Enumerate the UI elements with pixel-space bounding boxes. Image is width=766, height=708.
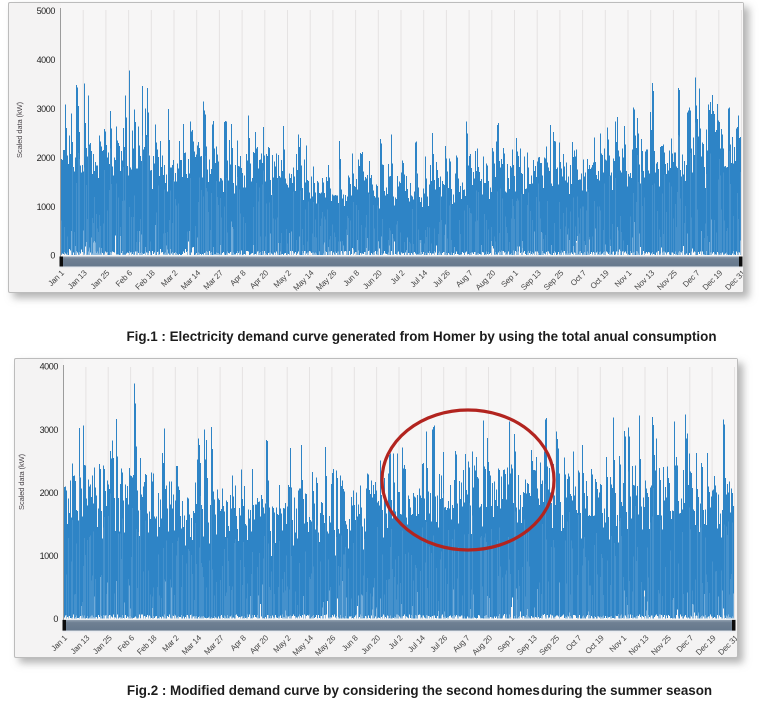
svg-text:1000: 1000 <box>40 551 59 561</box>
svg-text:Jul 2: Jul 2 <box>389 268 407 286</box>
svg-text:Aug 20: Aug 20 <box>470 633 494 657</box>
svg-text:Nov 25: Nov 25 <box>649 633 673 657</box>
svg-text:Apr 8: Apr 8 <box>228 268 248 288</box>
svg-text:Sep 13: Sep 13 <box>515 633 539 657</box>
svg-text:2000: 2000 <box>37 153 56 163</box>
svg-text:Feb 18: Feb 18 <box>135 633 159 657</box>
svg-text:Sep 1: Sep 1 <box>496 633 517 654</box>
svg-text:Dec 7: Dec 7 <box>675 633 696 654</box>
svg-text:Aug 7: Aug 7 <box>454 268 475 289</box>
svg-text:Oct 19: Oct 19 <box>584 633 607 656</box>
svg-text:Sep 25: Sep 25 <box>538 633 562 657</box>
svg-text:Mar 2: Mar 2 <box>161 633 182 654</box>
svg-text:Jul 2: Jul 2 <box>387 633 405 651</box>
svg-text:Mar 27: Mar 27 <box>202 633 226 657</box>
svg-text:Nov 25: Nov 25 <box>655 268 679 292</box>
svg-text:May 26: May 26 <box>313 633 338 657</box>
svg-text:5000: 5000 <box>37 6 56 16</box>
svg-text:Jul 26: Jul 26 <box>428 633 449 654</box>
svg-text:Aug 7: Aug 7 <box>451 633 472 654</box>
svg-text:3000: 3000 <box>40 425 59 435</box>
svg-text:Feb 6: Feb 6 <box>114 268 135 289</box>
svg-text:Jan 1: Jan 1 <box>49 633 69 653</box>
svg-text:Dec 31: Dec 31 <box>716 633 737 657</box>
svg-text:Nov 1: Nov 1 <box>608 633 629 654</box>
svg-text:Sep 13: Sep 13 <box>519 268 543 292</box>
svg-text:Oct 19: Oct 19 <box>589 268 612 291</box>
svg-text:Jan 25: Jan 25 <box>89 268 112 291</box>
svg-text:Jan 13: Jan 13 <box>69 633 92 656</box>
svg-text:Jun 8: Jun 8 <box>342 268 362 288</box>
svg-text:Mar 14: Mar 14 <box>180 633 204 657</box>
svg-text:Jun 20: Jun 20 <box>361 268 384 291</box>
svg-text:Jun 20: Jun 20 <box>360 633 383 656</box>
svg-text:Dec 19: Dec 19 <box>701 268 725 292</box>
svg-text:Jan 25: Jan 25 <box>91 633 114 656</box>
svg-text:May 2: May 2 <box>272 268 294 290</box>
svg-text:Mar 14: Mar 14 <box>179 268 203 292</box>
svg-text:Nov 13: Nov 13 <box>633 268 657 292</box>
svg-text:Scaled data (kW): Scaled data (kW) <box>17 453 26 510</box>
svg-text:Jul 26: Jul 26 <box>431 268 452 289</box>
svg-text:Sep 25: Sep 25 <box>542 268 566 292</box>
svg-text:Aug 20: Aug 20 <box>474 268 498 292</box>
svg-text:3000: 3000 <box>37 104 56 114</box>
svg-text:Nov 1: Nov 1 <box>613 268 634 289</box>
svg-text:Jan 1: Jan 1 <box>46 268 66 288</box>
svg-text:Apr 20: Apr 20 <box>248 268 271 291</box>
svg-text:Feb 6: Feb 6 <box>116 633 137 654</box>
svg-text:0: 0 <box>50 251 55 261</box>
svg-text:Apr 20: Apr 20 <box>248 633 271 656</box>
svg-text:Oct 7: Oct 7 <box>564 633 584 653</box>
svg-text:Jul 14: Jul 14 <box>408 268 429 289</box>
svg-text:Dec 19: Dec 19 <box>694 633 718 657</box>
svg-text:Scaled data (kW): Scaled data (kW) <box>15 101 24 158</box>
svg-text:Mar 2: Mar 2 <box>159 268 180 289</box>
svg-text:Oct 7: Oct 7 <box>569 268 589 288</box>
svg-text:Jun 8: Jun 8 <box>340 633 360 653</box>
svg-text:Feb 18: Feb 18 <box>134 268 158 292</box>
svg-text:Jul 14: Jul 14 <box>406 633 427 654</box>
svg-text:May 14: May 14 <box>291 633 316 657</box>
svg-text:2000: 2000 <box>40 488 59 498</box>
svg-text:Sep 1: Sep 1 <box>499 268 520 289</box>
svg-text:May 14: May 14 <box>292 268 317 292</box>
svg-text:Apr 8: Apr 8 <box>229 633 249 653</box>
svg-text:1000: 1000 <box>37 202 56 212</box>
svg-text:May 26: May 26 <box>314 268 339 292</box>
svg-text:0: 0 <box>53 614 58 624</box>
svg-text:Dec 31: Dec 31 <box>723 268 743 292</box>
svg-text:Nov 13: Nov 13 <box>627 633 651 657</box>
svg-text:Dec 7: Dec 7 <box>681 268 702 289</box>
svg-text:4000: 4000 <box>40 362 59 372</box>
svg-text:4000: 4000 <box>37 55 56 65</box>
svg-text:Jan 13: Jan 13 <box>66 268 89 291</box>
svg-text:Mar 27: Mar 27 <box>202 268 226 292</box>
